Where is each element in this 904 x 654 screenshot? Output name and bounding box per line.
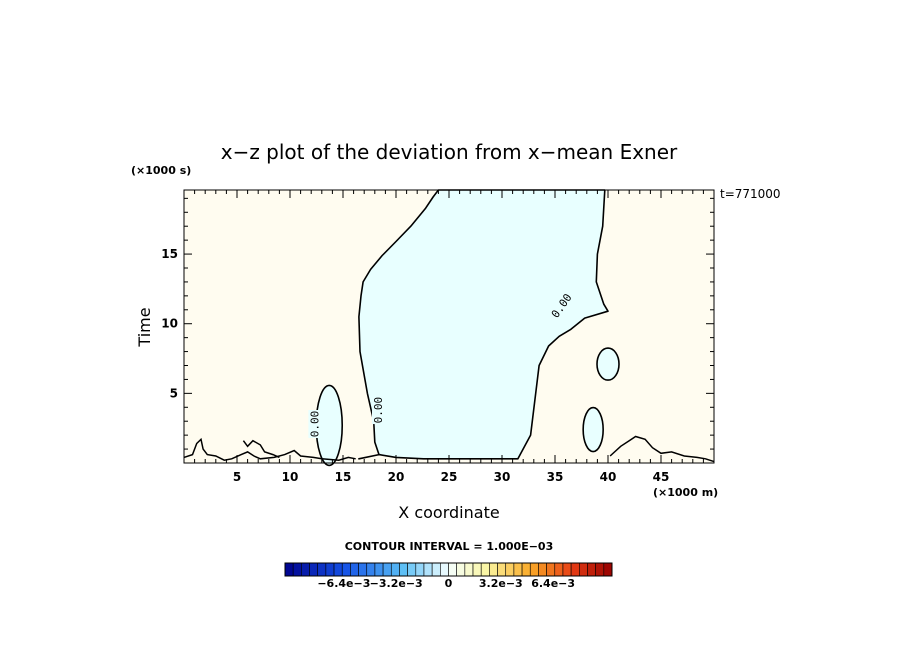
colorbar-cell bbox=[554, 562, 564, 577]
contour-label-mid: 0.00 bbox=[372, 397, 385, 424]
colorbar-cell bbox=[562, 562, 572, 577]
colorbar-frame bbox=[284, 562, 613, 577]
colorbar-cell bbox=[587, 562, 596, 577]
colorbar-tick-label: 0 bbox=[445, 577, 453, 590]
y-unit-label: (×1000 s) bbox=[131, 164, 191, 177]
axis-ticks bbox=[184, 190, 714, 463]
colorbar-cell bbox=[480, 562, 490, 577]
colorbar-cell bbox=[546, 562, 556, 577]
colorbar-labels: −6.4e−3 −3.2e−3 0 3.2e−3 6.4e−3 bbox=[317, 577, 575, 590]
chart-title: x−z plot of the deviation from x−mean Ex… bbox=[221, 140, 678, 164]
x-tick-label: 10 bbox=[282, 470, 299, 484]
colorbar-cell bbox=[448, 562, 457, 577]
colorbar-cell bbox=[595, 562, 605, 577]
x-axis-label: X coordinate bbox=[398, 503, 499, 522]
x-tick-label: 25 bbox=[441, 470, 458, 484]
colorbar-cell bbox=[390, 562, 400, 577]
negative-region-layer bbox=[358, 190, 608, 459]
colorbar-tick-label: 3.2e−3 bbox=[479, 577, 523, 590]
colorbar-cell bbox=[358, 562, 368, 577]
colorbar-cell bbox=[431, 562, 441, 577]
colorbar-cell bbox=[292, 562, 302, 577]
contour-label-left-bg bbox=[308, 410, 321, 438]
colorbar-cell bbox=[317, 562, 327, 577]
colorbar-cell bbox=[489, 562, 498, 577]
colorbar-cell bbox=[513, 562, 523, 577]
y-axis-label: Time bbox=[135, 307, 154, 347]
zero-contour-layer bbox=[183, 189, 715, 467]
y-tick-label: 5 bbox=[170, 386, 178, 400]
axis-tick-labels: 5 10 15 20 25 30 35 40 45 5 10 15 bbox=[161, 247, 669, 484]
contour-label-left: 0.00 bbox=[308, 411, 321, 438]
x-unit-label: (×1000 m) bbox=[653, 486, 718, 499]
colorbar-cell bbox=[603, 562, 613, 577]
contour-label-mid-bg bbox=[371, 396, 384, 425]
colorbar bbox=[284, 562, 613, 577]
colorbar-cell bbox=[423, 562, 433, 577]
colorbar-cell bbox=[374, 562, 384, 577]
colorbar-cell bbox=[529, 562, 539, 577]
x-tick-label: 45 bbox=[653, 470, 670, 484]
zero-contour-island-upper bbox=[596, 347, 620, 381]
x-tick-label: 40 bbox=[600, 470, 617, 484]
contour-interval-label: CONTOUR INTERVAL = 1.000E−03 bbox=[345, 540, 554, 553]
colorbar-cell bbox=[415, 562, 425, 577]
colorbar-cell bbox=[570, 562, 580, 577]
colorbar-cell bbox=[333, 562, 343, 577]
colorbar-cell bbox=[366, 562, 376, 577]
zero-contour-bottom-left bbox=[183, 437, 356, 461]
x-tick-label: 30 bbox=[494, 470, 511, 484]
colorbar-tick-label: −6.4e−3 bbox=[317, 577, 370, 590]
negative-region bbox=[358, 190, 608, 459]
colorbar-cell bbox=[350, 562, 359, 577]
zero-contour-bottom-right bbox=[609, 435, 715, 463]
y-tick-label: 10 bbox=[161, 317, 178, 331]
colorbar-cell bbox=[407, 562, 417, 577]
zero-contour-bottom-small bbox=[242, 439, 280, 459]
x-tick-label: 15 bbox=[335, 470, 352, 484]
colorbar-cell bbox=[497, 562, 507, 577]
colorbar-cell bbox=[325, 562, 335, 577]
colorbar-cell bbox=[472, 562, 482, 577]
colorbar-cell bbox=[309, 562, 318, 577]
colorbar-cell bbox=[578, 562, 588, 577]
x-tick-label: 35 bbox=[547, 470, 564, 484]
time-label: t=771000 bbox=[720, 187, 781, 201]
colorbar-cell bbox=[538, 562, 547, 577]
colorbar-cell bbox=[456, 562, 466, 577]
contour-label-right-bg bbox=[548, 290, 575, 321]
colorbar-cell bbox=[284, 562, 294, 577]
colorbar-cell bbox=[341, 562, 351, 577]
colorbar-cell bbox=[521, 562, 531, 577]
colorbar-cell bbox=[464, 562, 474, 577]
y-tick-label: 15 bbox=[161, 247, 178, 261]
x-tick-label: 5 bbox=[233, 470, 241, 484]
colorbar-cell bbox=[382, 562, 392, 577]
colorbar-tick-label: 6.4e−3 bbox=[531, 577, 575, 590]
colorbar-cell bbox=[440, 562, 449, 577]
colorbar-cell bbox=[399, 562, 408, 577]
colorbar-cell bbox=[301, 562, 310, 577]
colorbar-cell bbox=[505, 562, 515, 577]
colorbar-tick-label: −3.2e−3 bbox=[370, 577, 423, 590]
zero-contour-island-lower bbox=[582, 406, 604, 453]
x-tick-label: 20 bbox=[388, 470, 405, 484]
